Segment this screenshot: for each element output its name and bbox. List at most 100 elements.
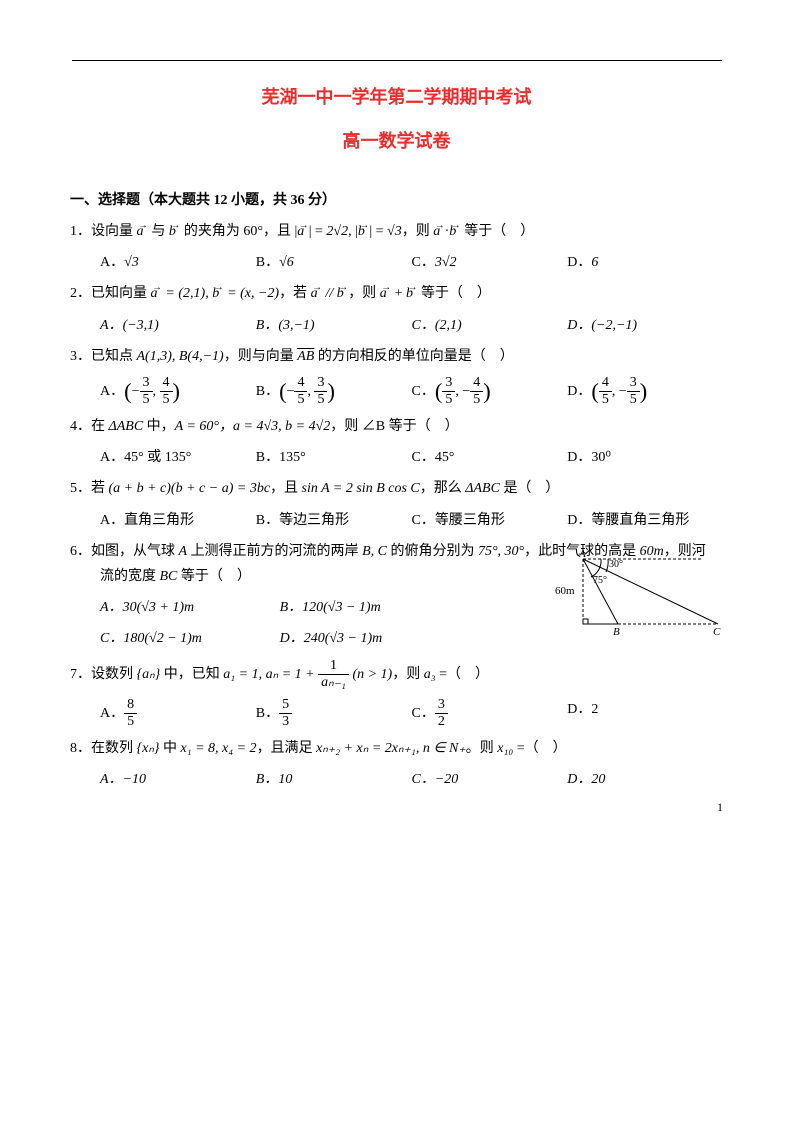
vec-arrow-icon: → — [138, 220, 148, 231]
q1-opt-a[interactable]: A．√3 — [100, 250, 256, 275]
q2-opt-a[interactable]: A．(−3,1) — [100, 313, 256, 338]
vec-arrow-icon: → — [408, 282, 418, 293]
q2-B: (3,−1) — [278, 318, 314, 333]
q3-opt-a[interactable]: A．(−35, 45) — [100, 375, 256, 408]
q3Cn2: 4 — [470, 375, 483, 391]
q4-C: 45° — [435, 450, 455, 465]
q1-num: 1． — [70, 224, 91, 239]
q7-options: A．85 B．53 C．32 D．2 — [100, 697, 723, 730]
q6-B1: 120(√3 − 1)m — [302, 600, 381, 615]
q8-seq: {xₙ} — [137, 741, 160, 756]
q6-opt-d[interactable]: D．240(√3 − 1)m — [280, 626, 460, 651]
vec-arrow-icon: → — [360, 220, 370, 231]
q4-num: 4． — [70, 419, 91, 434]
question-6: 6．如图，从气球 A 上测得正前方的河流的两岸 B, C 的俯角分别为 75°,… — [70, 539, 723, 652]
q7Cn: 3 — [435, 697, 448, 713]
q6-options-1: A．30(√3 + 1)m B．120(√3 − 1)m — [100, 595, 459, 620]
q1-options: A．√3 B．√6 C．3√2 D．6 — [100, 250, 723, 275]
q8-options: A．−10 B．10 C．−20 D．20 — [100, 767, 723, 792]
q5-opt-d[interactable]: D．等腰直角三角形 — [567, 508, 723, 533]
q1-t2: ，则 — [402, 224, 434, 239]
q1-t0: 设向量 — [91, 224, 137, 239]
q3-t3: 的方向相反的单位向量是（ ） — [314, 349, 514, 364]
q7-t3: ，则 — [392, 666, 424, 681]
question-7: 7．设数列 {aₙ} 中，已知 a₁ = 1, aₙ = 1 + 1aₙ₋₁ (… — [70, 658, 723, 730]
q8-opt-a[interactable]: A．−10 — [100, 767, 256, 792]
fig-60m: 60m — [555, 585, 575, 597]
q7-frd: aₙ₋₁ — [318, 674, 349, 691]
q1-opt-c[interactable]: C．3√2 — [412, 250, 568, 275]
q3Dn1: 4 — [599, 375, 612, 391]
q6-options-2: C．180(√2 − 1)m D．240(√3 − 1)m — [100, 626, 459, 651]
question-5: 5．若 (a + b + c)(b + c − a) = 3bc，且 sin A… — [70, 476, 723, 532]
q5-t3: ，那么 — [420, 481, 466, 496]
q5-opt-a[interactable]: A．直角三角形 — [100, 508, 256, 533]
q2-opt-d[interactable]: D．(−2,−1) — [567, 313, 723, 338]
q3-options: A．(−35, 45) B．(−45, 35) C．(35, −45) D．(4… — [100, 375, 723, 408]
q5-opt-b[interactable]: B．等边三角形 — [256, 508, 412, 533]
q8-t4: 。则 — [466, 741, 498, 756]
question-3: 3．已知点 A(1,3), B(4,−1)，则与向量 AB 的方向相反的单位向量… — [70, 344, 723, 408]
q3-opt-c[interactable]: C．(35, −45) — [412, 375, 568, 408]
q7-opt-a[interactable]: A．85 — [100, 697, 256, 730]
q3Cn1: 3 — [442, 375, 455, 391]
q6-t2: 上测得正前方的河流的两岸 — [187, 544, 362, 559]
q4-opt-b[interactable]: B．135° — [256, 445, 412, 470]
q6-opt-c[interactable]: C．180(√2 − 1)m — [100, 626, 280, 651]
q6-BC: B, C — [362, 544, 387, 559]
q2-t2: ，若 — [279, 286, 311, 301]
q7-a1: a₁ = 1, — [223, 666, 265, 681]
q8-A: −10 — [123, 772, 146, 787]
q3-opt-d[interactable]: D．(45, −35) — [567, 375, 723, 408]
q2-num: 2． — [70, 286, 91, 301]
q8-opt-b[interactable]: B．10 — [256, 767, 412, 792]
q7An: 8 — [124, 697, 137, 713]
q7Cd: 2 — [435, 713, 448, 730]
question-1: 1．设向量 a→ 与 b→ 的夹角为 60°，且 |a→| = 2√2, |b→… — [70, 219, 723, 275]
q4-opt-a[interactable]: A．45° 或 135° — [100, 445, 256, 470]
section-heading: 一、选择题（本大题共 12 小题，共 36 分） — [70, 188, 723, 213]
q2-t3: ，则 — [348, 286, 380, 301]
q1-t1: 的夹角为 60°，且 — [180, 224, 294, 239]
q3Cd: 5 — [442, 391, 455, 408]
q8-rec: xₙ₊₂ + xₙ = 2xₙ₊₁, n ∈ N₊ — [316, 741, 466, 756]
q6-D1: 240(√3 − 1)m — [304, 631, 383, 646]
question-8: 8．在数列 {xₙ} 中 x₁ = 8, x₄ = 2，且满足 xₙ₊₂ + x… — [70, 736, 723, 792]
q2-opt-c[interactable]: C．(2,1) — [412, 313, 568, 338]
q6-figure: A B C 30° 75° 60m — [553, 549, 723, 639]
triangle-diagram-icon: A B C 30° 75° 60m — [553, 549, 723, 639]
q3-vec: AB — [297, 349, 314, 364]
q5-opt-c[interactable]: C．等腰三角形 — [412, 508, 568, 533]
q7-t2: 中，已知 — [160, 666, 223, 681]
q3-pts: A(1,3), B(4,−1) — [137, 349, 224, 364]
q4-opt-c[interactable]: C．45° — [412, 445, 568, 470]
q3Ad: 5 — [140, 391, 153, 408]
q7-opt-c[interactable]: C．32 — [412, 697, 568, 730]
q2-bdef: = (x, −2) — [227, 286, 279, 301]
q8-opt-d[interactable]: D．20 — [567, 767, 723, 792]
q2-A: (−3,1) — [123, 318, 159, 333]
q1-opt-d[interactable]: D．6 — [567, 250, 723, 275]
vec-arrow-icon: → — [299, 220, 309, 231]
q4-t3: ，则 ∠B 等于（ ） — [330, 419, 458, 434]
q2-opt-b[interactable]: B．(3,−1) — [256, 313, 412, 338]
q6-l2a: 流的宽度 — [100, 569, 160, 584]
q1-opt-b[interactable]: B．√6 — [256, 250, 412, 275]
fig-30: 30° — [609, 559, 623, 570]
q8-D: 20 — [591, 772, 605, 787]
q5-t1: 若 — [91, 481, 109, 496]
q6-opt-a[interactable]: A．30(√3 + 1)m — [100, 595, 280, 620]
q8-opt-c[interactable]: C．−20 — [412, 767, 568, 792]
q6-num: 6． — [70, 544, 91, 559]
q3-opt-b[interactable]: B．(−45, 35) — [256, 375, 412, 408]
q8-C: −20 — [435, 772, 458, 787]
q6-opt-b[interactable]: B．120(√3 − 1)m — [280, 595, 460, 620]
q4-opt-d[interactable]: D．30⁰ — [567, 445, 723, 470]
title-line-1: 芜湖一中一学年第二学期期中考试 — [70, 81, 723, 113]
q5-options: A．直角三角形 B．等边三角形 C．等腰三角形 D．等腰直角三角形 — [100, 508, 723, 533]
q6-t3: 的俯角分别为 — [387, 544, 478, 559]
q7-opt-d[interactable]: D．2 — [567, 697, 723, 730]
q7-opt-b[interactable]: B．53 — [256, 697, 412, 730]
q5-tri: ΔABC — [465, 481, 500, 496]
fig-A: A — [578, 549, 586, 560]
